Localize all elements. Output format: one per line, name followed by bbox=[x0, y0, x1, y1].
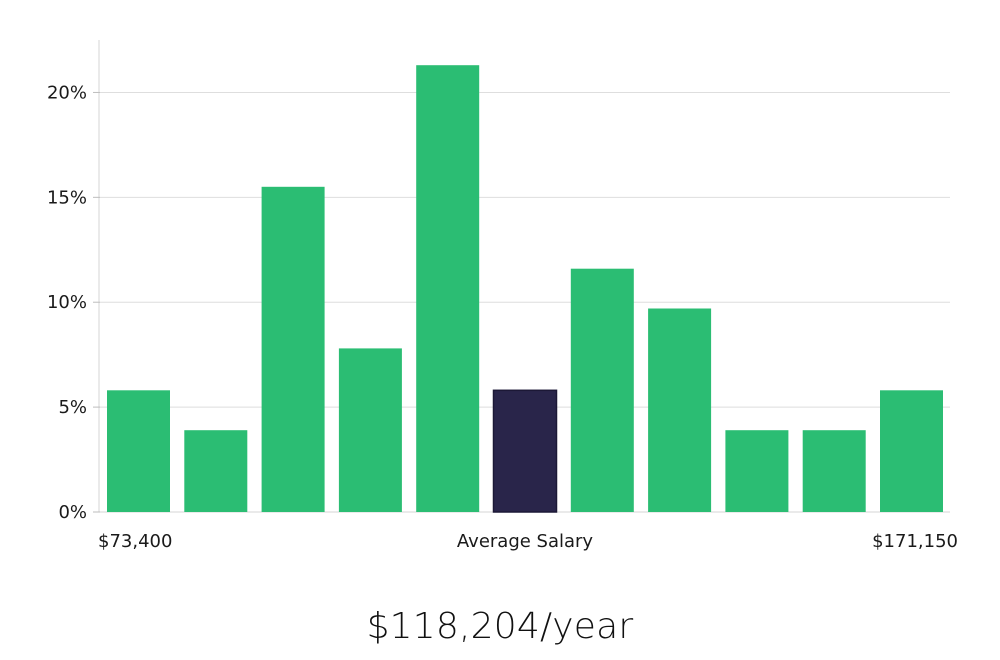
y-tick-label: 5% bbox=[58, 397, 87, 418]
y-tick-label: 0% bbox=[58, 502, 87, 523]
bar bbox=[184, 430, 248, 512]
bar bbox=[416, 65, 480, 512]
x-axis-labels: $73,400 Average Salary $171,150 bbox=[98, 531, 958, 552]
y-tick-label: 10% bbox=[47, 292, 87, 313]
x-label-max: $171,150 bbox=[872, 531, 958, 552]
bar bbox=[107, 390, 170, 512]
bar bbox=[802, 430, 866, 512]
x-label-min: $73,400 bbox=[98, 531, 172, 552]
y-tick-label: 15% bbox=[47, 187, 87, 208]
bar bbox=[338, 348, 402, 512]
bar bbox=[725, 430, 789, 512]
bar bbox=[648, 308, 712, 512]
y-tick-labels: 0% 5% 10% 15% 20% bbox=[47, 82, 100, 523]
average-salary-value: $118,204/year bbox=[366, 606, 634, 647]
y-tick-label: 20% bbox=[47, 82, 87, 103]
bar-average bbox=[492, 389, 558, 513]
x-label-average: Average Salary bbox=[457, 531, 594, 552]
bar bbox=[261, 186, 325, 513]
bar bbox=[570, 268, 634, 512]
bars bbox=[107, 65, 943, 513]
salary-distribution-chart: 0% 5% 10% 15% 20% $73,400 Average Salary $17… bbox=[47, 40, 958, 552]
bar bbox=[880, 390, 943, 512]
